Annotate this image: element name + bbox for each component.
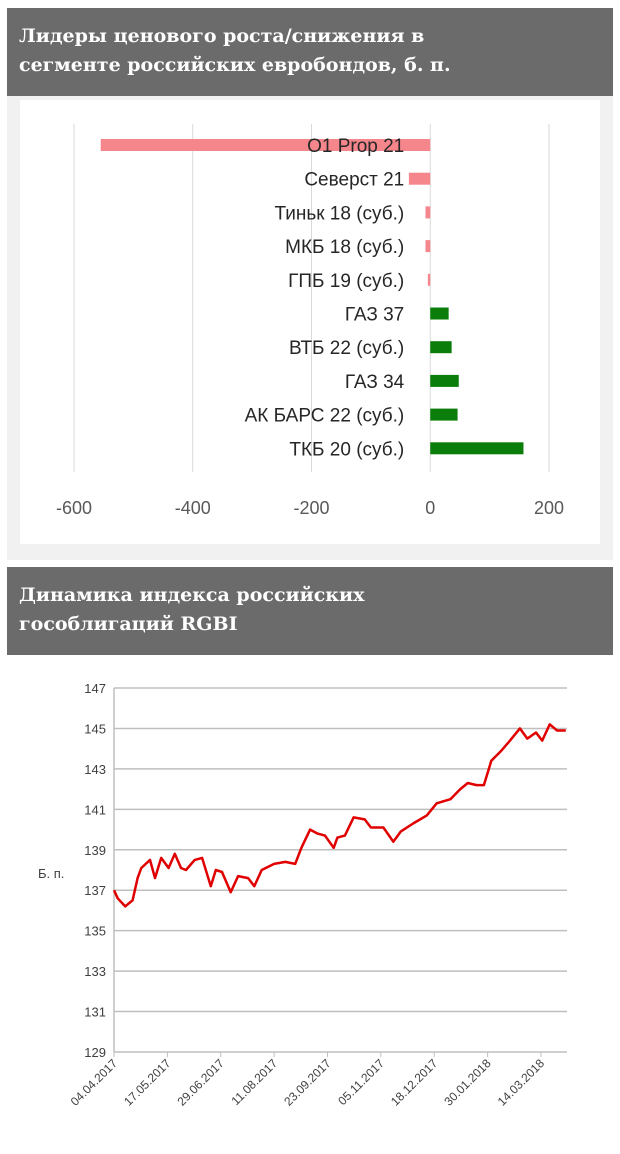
x-tick-label: 29.06.2017 — [175, 1056, 228, 1109]
bar — [430, 408, 458, 421]
category-label: ГАЗ 37 — [345, 305, 404, 326]
title-line: Лидеры ценового роста/снижения в — [19, 25, 425, 47]
x-tick-label: 11.08.2017 — [229, 1056, 281, 1108]
y-tick-label: 145 — [84, 721, 106, 736]
y-tick-label: 147 — [84, 681, 106, 696]
x-tick-label: 04.04.2017 — [68, 1056, 121, 1109]
x-tick-label: 18.12.2017 — [388, 1056, 441, 1109]
y-tick-label: 135 — [84, 924, 106, 939]
title-line: Динамика индекса российских — [19, 584, 365, 606]
category-label: Северст 21 — [304, 170, 404, 191]
bar — [425, 240, 431, 253]
title-line: гособлигаций RGBI — [19, 613, 238, 635]
bar — [100, 139, 431, 151]
x-tick-label: 17.05.2017 — [121, 1056, 174, 1109]
category-label: ТКБ 20 (суб.) — [289, 439, 404, 460]
bar-chart: -600 -400 -200 0 200 O1 Prop 21 Северст 21 Тинь… — [20, 100, 600, 544]
y-tick-label: 129 — [84, 1045, 106, 1060]
category-label: ГАЗ 34 — [345, 372, 405, 393]
category-label: ГПБ 19 (суб.) — [288, 271, 404, 292]
line-chart-title: Динамика индекса российских гособлигаций… — [7, 567, 613, 655]
x-tick-label: -200 — [293, 498, 329, 518]
bar — [425, 206, 431, 219]
bar-chart-panel: -600 -400 -200 0 200 O1 Prop 21 Северст 21 Тинь… — [7, 96, 613, 560]
category-label: АК БАРС 22 (суб.) — [245, 406, 405, 427]
bar — [430, 442, 524, 455]
x-tick-label: -400 — [175, 498, 211, 518]
category-label: ВТБ 22 (суб.) — [289, 338, 404, 359]
x-tick-label: 23.09.2017 — [281, 1056, 334, 1109]
line-chart: 147 145 143 141 139 137 135 133 131 129 Б. п. 04.04… — [38, 681, 567, 1109]
y-axis-label: Б. п. — [38, 866, 64, 881]
y-tick-label: 143 — [84, 762, 106, 777]
x-tick-label: 0 — [425, 498, 435, 518]
plot-area — [20, 100, 600, 544]
x-tick-label: 05.11.2017 — [335, 1056, 387, 1108]
bar — [430, 341, 452, 354]
x-tick-label: -600 — [56, 498, 92, 518]
y-tick-label: 139 — [84, 843, 106, 858]
category-label: Тиньк 18 (суб.) — [274, 203, 404, 224]
x-tick-label: 14.03.2018 — [495, 1056, 548, 1109]
bar-chart-title: Лидеры ценового роста/снижения в сегмент… — [7, 8, 613, 96]
bar — [408, 172, 431, 185]
bar — [430, 307, 449, 320]
title-line: сегменте российских евробондов, б. п. — [19, 54, 451, 76]
x-tick-label: 30.01.2018 — [441, 1056, 494, 1109]
category-label: O1 Prop 21 — [307, 136, 404, 157]
y-tick-label: 133 — [84, 964, 106, 979]
bar — [430, 374, 459, 387]
bar — [427, 273, 431, 286]
y-tick-label: 131 — [84, 1005, 106, 1020]
rgbi-series-line — [112, 723, 566, 908]
y-tick-label: 141 — [84, 802, 106, 817]
category-label: МКБ 18 (суб.) — [285, 237, 404, 258]
x-tick-label: 200 — [534, 498, 564, 518]
y-tick-label: 137 — [84, 883, 106, 898]
